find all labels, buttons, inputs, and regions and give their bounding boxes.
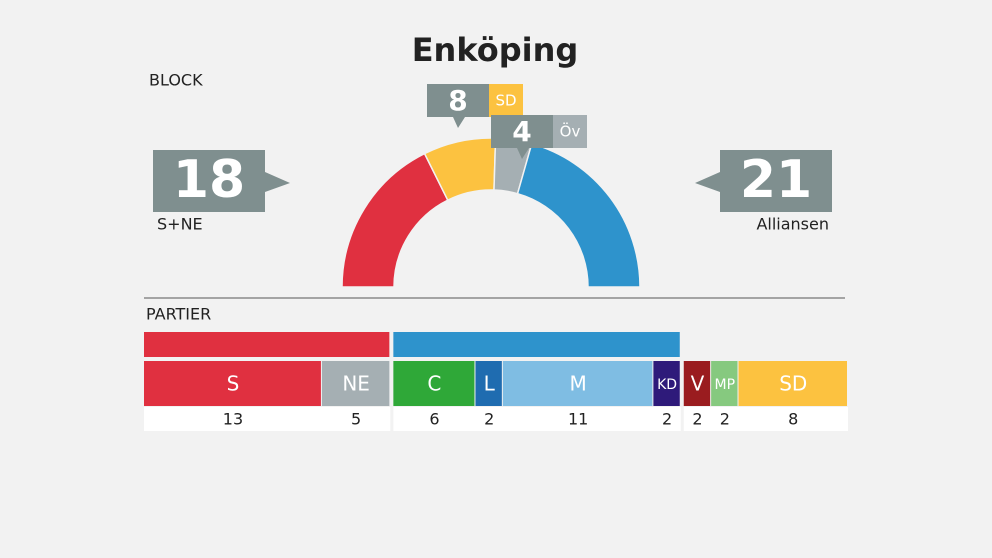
party-name: L — [484, 372, 496, 396]
party-value: 2 — [484, 410, 494, 429]
party-name: SD — [779, 372, 807, 396]
callout-box — [491, 115, 553, 159]
party-name: S — [227, 372, 240, 396]
party-value: 5 — [351, 410, 361, 429]
callout-box — [427, 84, 489, 128]
party-value: 2 — [692, 410, 702, 429]
party-bar — [502, 361, 653, 406]
block-heading: BLOCK — [149, 71, 203, 90]
party-bar — [738, 361, 847, 406]
arc-segment — [516, 142, 641, 288]
party-name: NE — [342, 372, 370, 396]
party-name: V — [691, 372, 705, 396]
party-bar — [475, 361, 502, 406]
block-bar — [393, 332, 680, 357]
callout-box — [695, 150, 832, 212]
party-bar — [321, 361, 390, 406]
party-bar — [683, 361, 711, 406]
block-name: S+NE — [157, 215, 203, 234]
arc-segment — [341, 152, 449, 288]
block-value: 4 — [512, 115, 531, 148]
party-bar — [711, 361, 738, 406]
block-name: Öv — [560, 122, 581, 141]
party-bar — [653, 361, 680, 406]
number-row — [144, 407, 391, 431]
party-bar — [393, 361, 475, 406]
party-name: M — [569, 372, 586, 396]
number-row — [683, 407, 848, 431]
callout-tag — [489, 84, 523, 117]
party-name: MP — [715, 377, 736, 393]
party-bar — [144, 361, 321, 406]
callout-box — [153, 150, 290, 212]
block-value: 21 — [740, 150, 812, 210]
block-bar — [144, 332, 390, 357]
party-value: 2 — [662, 410, 672, 429]
block-name: SD — [495, 92, 516, 110]
party-heading: PARTIER — [146, 305, 211, 324]
block-value: 8 — [448, 84, 467, 117]
callout-tag — [553, 115, 587, 148]
party-name: C — [427, 372, 441, 396]
chart-title: Enköping — [412, 31, 579, 69]
party-name: KD — [657, 377, 677, 393]
party-value: 13 — [223, 410, 243, 429]
number-row — [393, 407, 681, 431]
block-value: 18 — [173, 150, 245, 210]
party-value: 8 — [788, 410, 798, 429]
block-name: Alliansen — [756, 215, 829, 234]
party-value: 6 — [429, 410, 439, 429]
party-value: 11 — [568, 410, 588, 429]
party-value: 2 — [720, 410, 730, 429]
